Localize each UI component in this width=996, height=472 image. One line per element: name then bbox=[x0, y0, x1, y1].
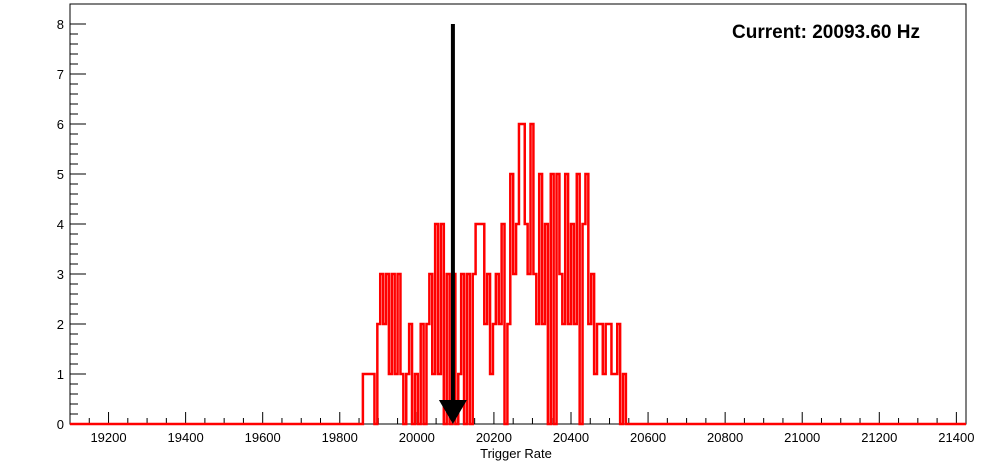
x-tick-label: 21400 bbox=[938, 430, 974, 445]
y-tick-label: 3 bbox=[57, 267, 64, 282]
x-tick-label: 21000 bbox=[784, 430, 820, 445]
histogram-series-line bbox=[70, 122, 966, 426]
y-tick-label: 4 bbox=[57, 217, 64, 232]
x-tick-label: 21200 bbox=[861, 430, 897, 445]
current-rate-arrow-head bbox=[438, 400, 467, 424]
x-tick-label: 20200 bbox=[476, 430, 512, 445]
x-axis: 19200 19400 19600 19800 20000 20200 20400 20600… bbox=[69, 412, 974, 445]
y-tick-label: 0 bbox=[57, 417, 64, 432]
x-tick-label: 20000 bbox=[399, 430, 435, 445]
y-tick-label: 5 bbox=[57, 167, 64, 182]
annotation-layer bbox=[438, 24, 467, 424]
x-tick-label: 20800 bbox=[707, 430, 743, 445]
x-axis-label: Trigger Rate bbox=[480, 446, 552, 461]
y-tick-label: 8 bbox=[57, 17, 64, 32]
x-tick-label: 20600 bbox=[630, 430, 666, 445]
x-tick-label: 20400 bbox=[553, 430, 589, 445]
y-tick-label: 6 bbox=[57, 117, 64, 132]
chart-title: Current: 20093.60 Hz bbox=[732, 22, 920, 43]
y-tick-label: 1 bbox=[57, 367, 64, 382]
x-tick-label: 19600 bbox=[245, 430, 281, 445]
y-tick-label: 7 bbox=[57, 67, 64, 82]
x-tick-label: 19800 bbox=[322, 430, 358, 445]
y-tick-label: 2 bbox=[57, 317, 64, 332]
series-layer bbox=[70, 122, 966, 426]
x-tick-label: 19200 bbox=[90, 430, 126, 445]
x-tick-label: 19400 bbox=[168, 430, 204, 445]
